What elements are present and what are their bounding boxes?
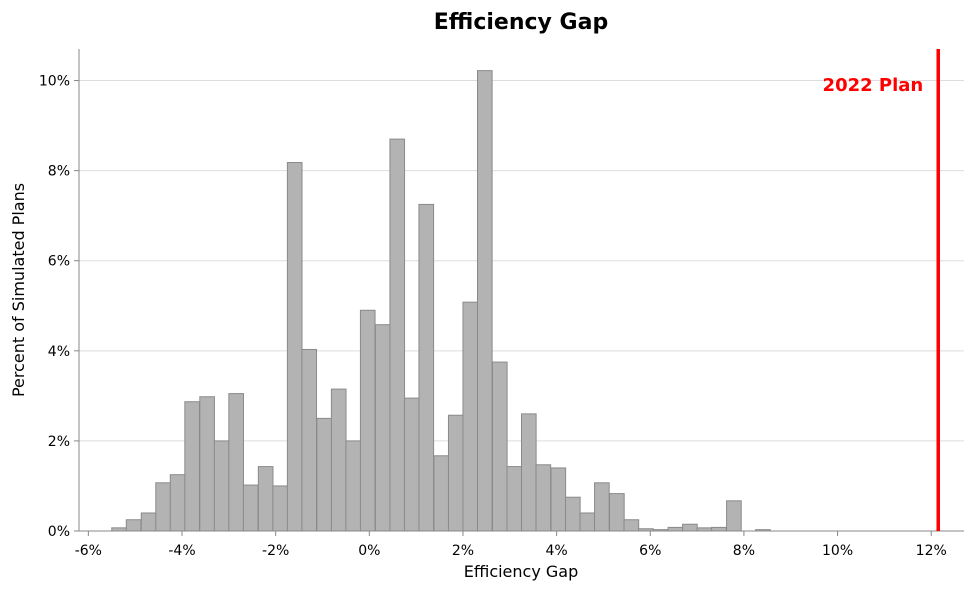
histogram-bars bbox=[111, 70, 771, 532]
bar-33 bbox=[594, 482, 610, 532]
x-tick-label-6: 6% bbox=[639, 543, 661, 559]
bar-18 bbox=[374, 324, 391, 532]
y-tick-label-5: 10% bbox=[39, 74, 70, 90]
bar-24 bbox=[462, 301, 479, 532]
bar-20 bbox=[403, 397, 420, 532]
bar-23 bbox=[447, 414, 464, 532]
bar-22 bbox=[433, 455, 450, 532]
x-tick-label-0: -6% bbox=[75, 543, 102, 559]
bar-38 bbox=[667, 526, 684, 532]
y-tick-label-4: 8% bbox=[48, 164, 70, 180]
bar-32 bbox=[579, 512, 596, 532]
bar-7 bbox=[213, 440, 230, 532]
axes bbox=[78, 49, 964, 532]
x-tick-label-3: 0% bbox=[358, 543, 380, 559]
y-axis-label: Percent of Simulated Plans bbox=[9, 183, 28, 397]
x-tick-label-7: 8% bbox=[733, 543, 755, 559]
chart-title: Efficiency Gap bbox=[434, 10, 608, 35]
bar-39 bbox=[682, 523, 698, 532]
bar-15 bbox=[330, 388, 347, 532]
reference-line-group: 2022 Plan bbox=[823, 49, 940, 531]
bar-17 bbox=[359, 309, 376, 532]
bar-4 bbox=[169, 474, 186, 532]
bar-29 bbox=[535, 464, 552, 532]
bar-26 bbox=[491, 361, 508, 532]
y-ticks: 0% 2% 4% 6% 8% 10% bbox=[39, 74, 79, 540]
bar-28 bbox=[521, 413, 537, 532]
bar-25 bbox=[476, 70, 493, 532]
bar-2 bbox=[140, 512, 157, 532]
bar-27 bbox=[506, 466, 523, 532]
bar-14 bbox=[316, 417, 333, 532]
bar-8 bbox=[228, 393, 244, 532]
x-tick-label-8: 10% bbox=[822, 543, 853, 559]
bar-9 bbox=[242, 484, 259, 532]
reference-line-label: 2022 Plan bbox=[823, 75, 924, 96]
bar-3 bbox=[155, 482, 171, 532]
bar-19 bbox=[389, 138, 406, 532]
y-tick-label-2: 4% bbox=[48, 344, 70, 360]
y-tick-label-3: 6% bbox=[48, 254, 70, 270]
bar-10 bbox=[257, 466, 274, 532]
bar-6 bbox=[199, 396, 215, 532]
bar-30 bbox=[550, 467, 567, 532]
bar-13 bbox=[301, 348, 318, 532]
x-tick-label-1: -4% bbox=[168, 543, 195, 559]
x-axis-label: Efficiency Gap bbox=[464, 562, 579, 581]
x-tick-label-9: 12% bbox=[916, 543, 947, 559]
bar-11 bbox=[272, 485, 288, 532]
bar-35 bbox=[623, 519, 640, 532]
x-ticks: -6% -4% -2% 0% 2% 4% 6% 8% 10% 12% bbox=[75, 531, 947, 559]
bar-31 bbox=[565, 496, 581, 532]
y-gridlines bbox=[79, 80, 964, 442]
y-tick-label-0: 0% bbox=[48, 524, 70, 540]
bar-1 bbox=[125, 519, 142, 532]
y-tick-label-1: 2% bbox=[48, 434, 70, 450]
bar-42 bbox=[726, 500, 742, 532]
x-tick-label-2: -2% bbox=[262, 543, 289, 559]
bar-34 bbox=[609, 493, 625, 532]
bar-12 bbox=[286, 162, 303, 532]
bar-16 bbox=[345, 440, 362, 532]
bar-41 bbox=[711, 526, 727, 532]
x-tick-label-5: 4% bbox=[546, 543, 568, 559]
x-tick-label-4: 2% bbox=[452, 543, 474, 559]
bar-21 bbox=[418, 203, 435, 532]
bar-5 bbox=[184, 401, 200, 532]
